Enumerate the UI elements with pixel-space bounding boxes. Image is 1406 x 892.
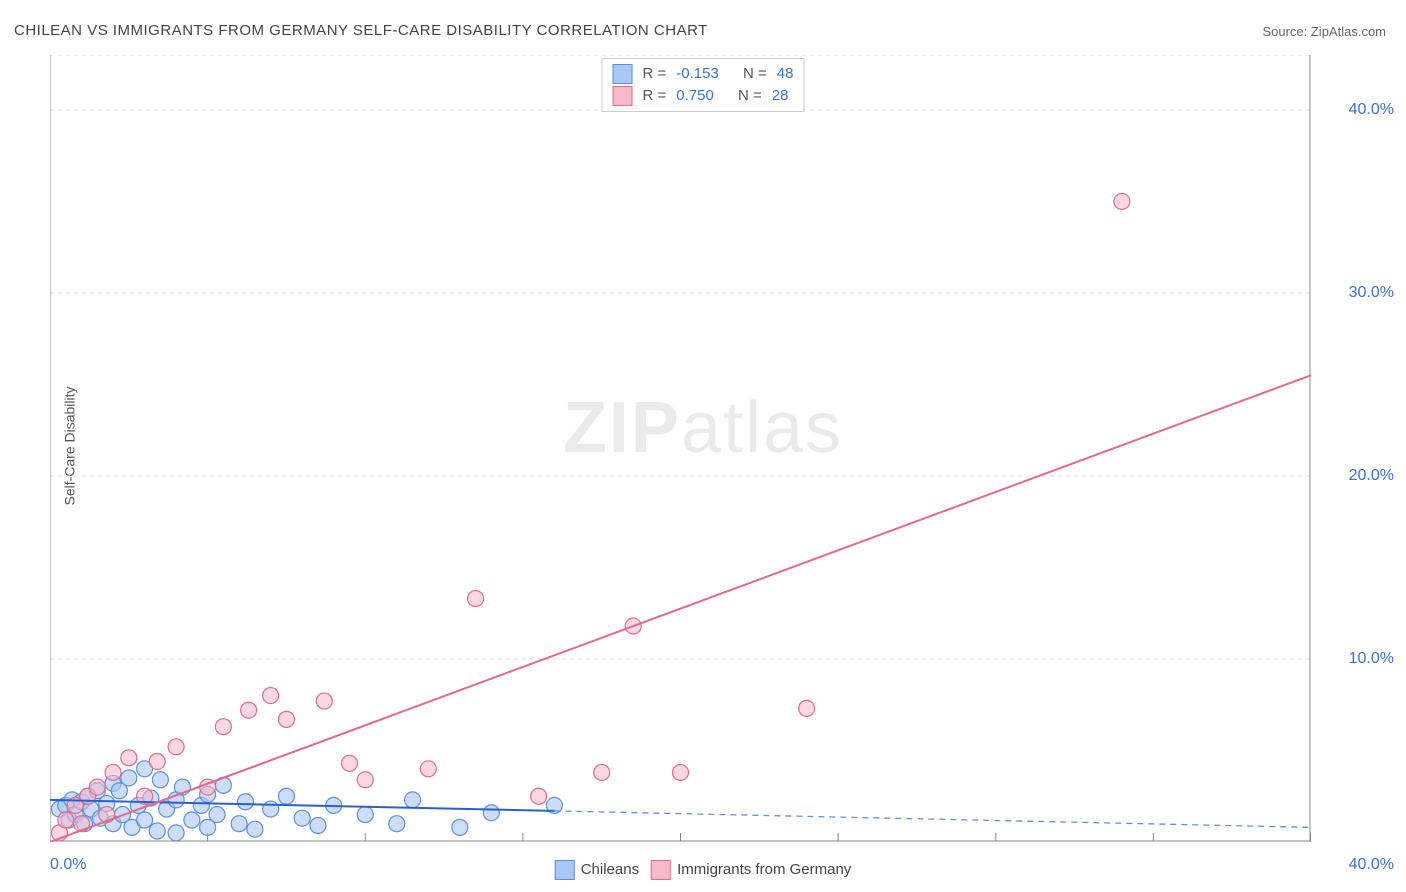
chart-title: CHILEAN VS IMMIGRANTS FROM GERMANY SELF-… bbox=[14, 22, 708, 39]
n-value: 48 bbox=[777, 63, 794, 85]
r-value: -0.153 bbox=[676, 63, 719, 85]
y-tick-label: 30.0% bbox=[1349, 284, 1394, 302]
n-label: N = bbox=[738, 85, 762, 107]
legend-swatch-icon bbox=[613, 64, 633, 84]
legend-swatch-icon bbox=[651, 860, 671, 880]
y-tick-label: 40.0% bbox=[1349, 101, 1394, 119]
legend-label: Chileans bbox=[581, 861, 639, 878]
y-tick-label: 20.0% bbox=[1349, 467, 1394, 485]
legend-swatch-icon bbox=[613, 86, 633, 106]
r-label: R = bbox=[643, 63, 667, 85]
legend-item: Chileans bbox=[555, 860, 639, 880]
n-value: 28 bbox=[772, 85, 789, 107]
source-attribution: Source: ZipAtlas.com bbox=[1262, 24, 1386, 39]
n-label: N = bbox=[743, 63, 767, 85]
scatter-plot-svg bbox=[50, 55, 1311, 842]
legend-row: R = 0.750 N = 28 bbox=[613, 85, 794, 107]
legend-label: Immigrants from Germany bbox=[677, 861, 851, 878]
series-legend: Chileans Immigrants from Germany bbox=[555, 860, 852, 880]
r-value: 0.750 bbox=[676, 85, 714, 107]
correlation-legend-box: R = -0.153 N = 48 R = 0.750 N = 28 bbox=[602, 58, 805, 112]
chart-plot-area bbox=[50, 55, 1311, 842]
r-label: R = bbox=[643, 85, 667, 107]
legend-item: Immigrants from Germany bbox=[651, 860, 851, 880]
legend-row: R = -0.153 N = 48 bbox=[613, 63, 794, 85]
y-tick-label: 10.0% bbox=[1349, 650, 1394, 668]
x-axis-max-label: 40.0% bbox=[1349, 856, 1394, 874]
legend-swatch-icon bbox=[555, 860, 575, 880]
x-axis-min-label: 0.0% bbox=[50, 856, 86, 874]
